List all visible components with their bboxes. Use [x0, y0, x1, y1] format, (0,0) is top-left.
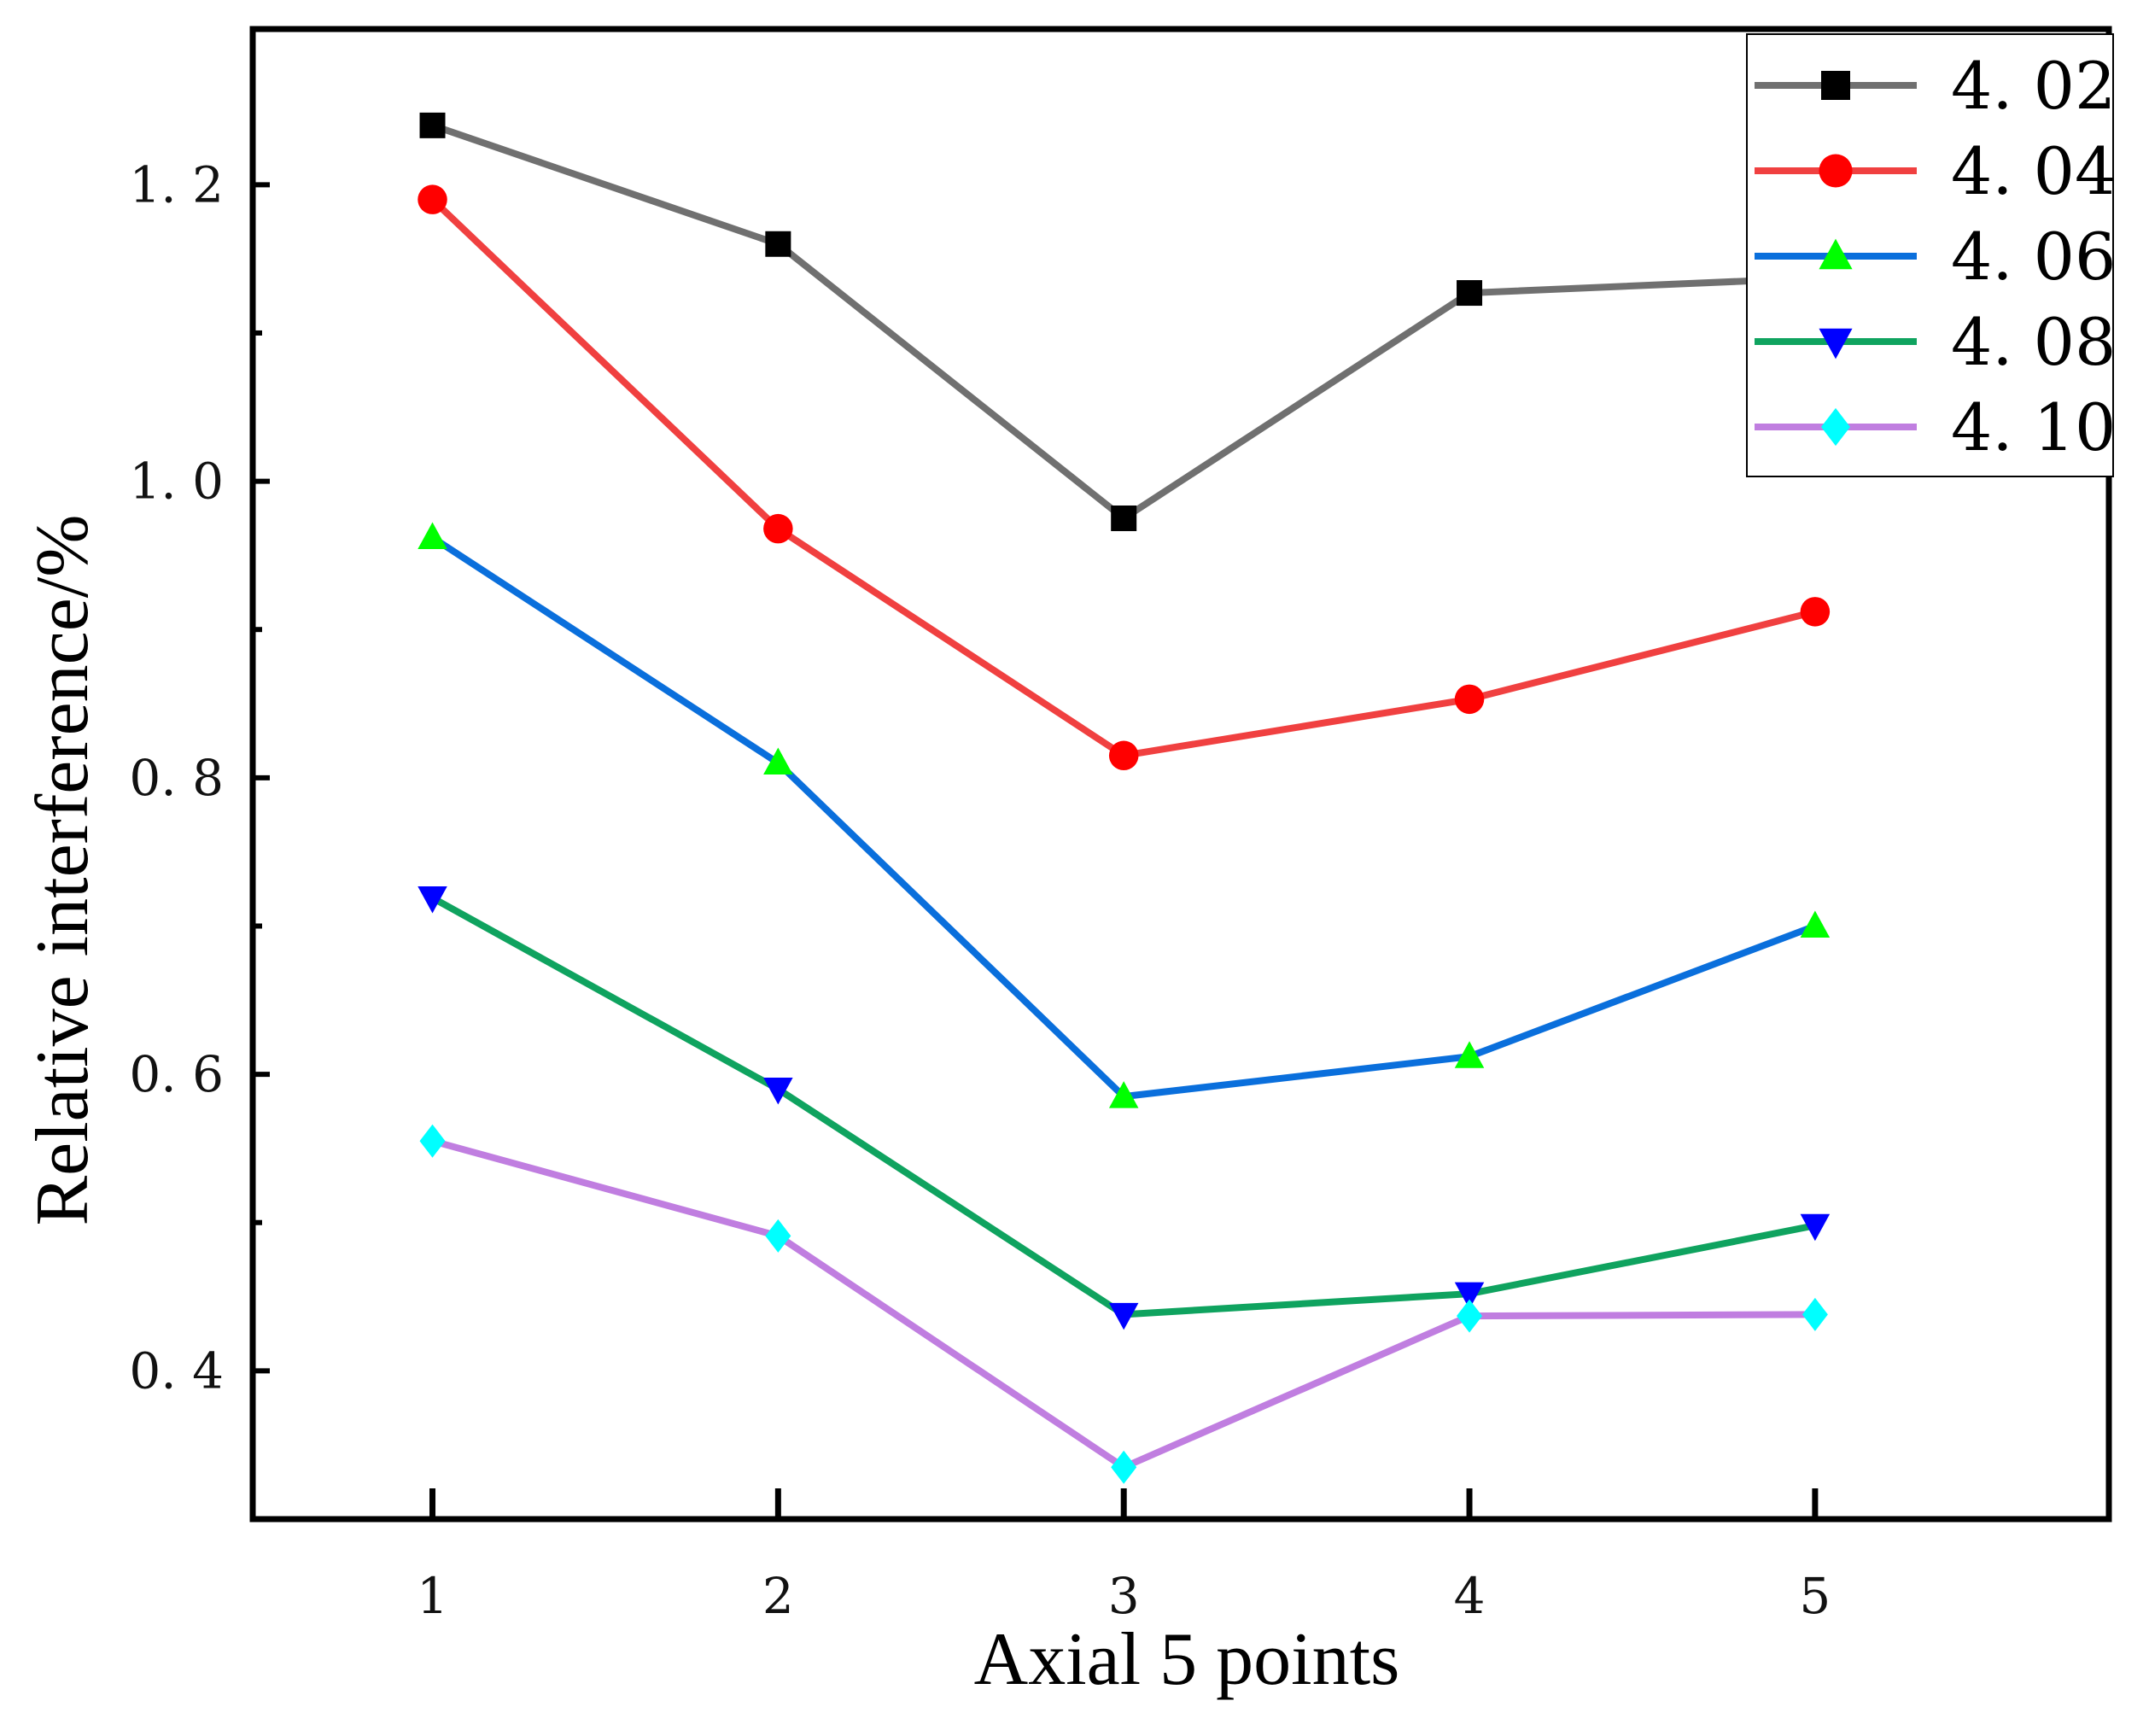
- diamond-marker: [765, 1219, 791, 1253]
- triangle-down-marker: [418, 886, 447, 914]
- triangle-down-marker: [1108, 1302, 1139, 1330]
- legend-label: 4. 08: [1951, 304, 2116, 380]
- y-tick-label: 1. 0: [129, 453, 224, 511]
- square-marker: [1111, 505, 1137, 531]
- diamond-marker: [1821, 407, 1850, 447]
- diamond-marker: [1111, 1450, 1137, 1484]
- y-tick-label: 0. 6: [129, 1045, 224, 1103]
- triangle-down-marker: [1819, 328, 1853, 359]
- x-axis-ticks: 1 2 3 4 5: [417, 1488, 1831, 1625]
- circle-marker: [418, 184, 447, 214]
- square-marker: [1821, 71, 1850, 100]
- y-tick-label: 0. 8: [129, 749, 224, 807]
- y-tick-label: 1. 2: [129, 155, 224, 213]
- plot-frame: [249, 26, 2112, 1523]
- circle-marker: [1454, 684, 1485, 715]
- x-axis-title: Axial 5 points: [974, 1618, 1400, 1701]
- axes: 0. 4 0. 6 0. 8 1. 0 1. 2 1 2 3 4 5: [129, 26, 2112, 1625]
- y-axis-title: Relative interference/%: [21, 514, 104, 1225]
- legend-label: 4. 02: [1951, 48, 2116, 124]
- circle-marker: [1800, 597, 1831, 627]
- series-lines: [429, 122, 1817, 1471]
- triangle-up-marker: [1819, 238, 1853, 270]
- triangle-down-marker: [763, 1077, 793, 1105]
- triangle-down-marker: [1800, 1213, 1831, 1242]
- series-line: [431, 122, 1816, 522]
- triangle-down-marker: [1454, 1282, 1485, 1310]
- square-marker: [419, 112, 446, 138]
- x-tick-label: 2: [762, 1567, 794, 1625]
- x-tick-label: 3: [1108, 1567, 1140, 1625]
- y-tick-label: 0. 4: [129, 1341, 224, 1400]
- x-tick-label: 1: [417, 1567, 448, 1625]
- square-marker: [765, 231, 791, 257]
- x-tick-label: 5: [1799, 1567, 1831, 1625]
- diamond-marker: [419, 1124, 446, 1158]
- series-markers: [418, 112, 1831, 1484]
- triangle-up-marker: [1800, 910, 1831, 938]
- triangle-up-marker: [1108, 1081, 1139, 1108]
- diamond-marker: [1457, 1299, 1483, 1333]
- legend: 4. 02 4. 04 4. 06 4. 08 4. 10: [1746, 33, 2116, 477]
- triangle-up-marker: [763, 747, 793, 774]
- square-marker: [1457, 280, 1483, 307]
- triangle-up-marker: [418, 522, 447, 550]
- diamond-marker: [1802, 1297, 1828, 1331]
- triangle-up-marker: [1454, 1041, 1485, 1068]
- legend-label: 4. 06: [1951, 219, 2116, 295]
- x-tick-label: 4: [1454, 1567, 1486, 1625]
- circle-marker: [1819, 154, 1853, 188]
- legend-label: 4. 04: [1951, 133, 2116, 209]
- y-axis-ticks: 0. 4 0. 6 0. 8 1. 0 1. 2: [129, 155, 270, 1400]
- circle-marker: [1108, 740, 1139, 771]
- legend-label: 4. 10: [1951, 389, 2116, 465]
- circle-marker: [763, 513, 793, 544]
